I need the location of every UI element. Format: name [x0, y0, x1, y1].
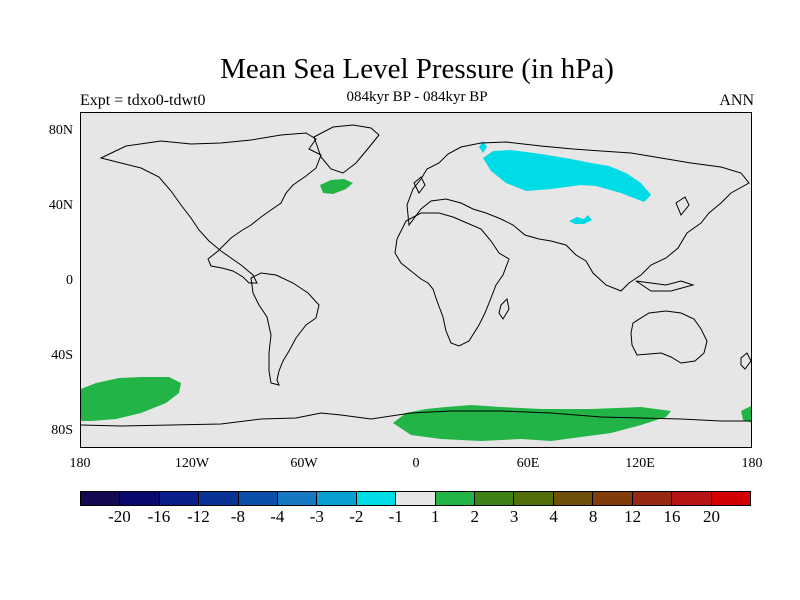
colorbar-label: -16 — [147, 507, 171, 526]
lon-label-180w: 180 — [69, 456, 91, 471]
south-pacific-positive-anomaly — [81, 377, 181, 421]
lon-label-60w: 60W — [290, 456, 318, 471]
colorbar-box — [396, 492, 436, 505]
colorbar-box — [81, 492, 121, 505]
colorbar-box — [711, 492, 750, 505]
map-title: Mean Sea Level Pressure (in hPa) — [220, 53, 614, 85]
japan-coastline — [675, 196, 690, 216]
map-subtitle: 084kyr BP - 084kyr BP — [346, 89, 488, 105]
lat-label-eq: 0 — [66, 273, 73, 288]
positive-anomaly-regions — [81, 179, 751, 441]
siberia-negative-anomaly — [483, 150, 651, 202]
madagascar-coastline — [498, 297, 510, 320]
colorbar-box — [159, 492, 200, 505]
colorbar-box — [435, 492, 476, 505]
colorbar-box — [593, 492, 633, 505]
map-panel — [80, 112, 752, 448]
greenland-coastline — [313, 124, 380, 174]
colorbar-label: 20 — [703, 507, 721, 526]
colorbar-label: -3 — [309, 507, 324, 526]
colorbar-box — [120, 492, 160, 505]
antarctic-indian-positive-anomaly — [393, 405, 671, 441]
tibet-negative-anomaly — [569, 215, 592, 224]
colorbar-label: -4 — [270, 507, 285, 526]
colorbar-label: -1 — [388, 507, 403, 526]
antarctic-pacific-positive-anomaly — [741, 406, 751, 423]
coastlines — [81, 124, 751, 427]
lat-label-80s: 80S — [51, 423, 73, 438]
season-label: ANN — [719, 92, 754, 109]
experiment-label: Expt = tdxo0-tdwt0 — [80, 92, 206, 109]
new-zealand-coastline — [740, 352, 751, 370]
colorbar-label: -8 — [230, 507, 245, 526]
lon-label-120w: 120W — [174, 456, 210, 471]
negative-anomaly-regions — [479, 141, 651, 224]
colorbar-label: -12 — [187, 507, 210, 526]
colorbar-box — [278, 492, 318, 505]
colorbar-box — [199, 492, 239, 505]
colorbar-label: 1 — [430, 507, 440, 526]
colorbar-box — [553, 492, 594, 505]
antarctica-coastline — [81, 410, 751, 427]
colorbar-label: 16 — [663, 507, 681, 526]
lat-label-40s: 40S — [51, 348, 73, 363]
lon-label-180e: 180 — [741, 456, 763, 471]
lon-label-60e: 60E — [516, 456, 540, 471]
colorbar-label: 4 — [549, 507, 558, 526]
colorbar-label: 12 — [624, 507, 642, 526]
south-america-coastline — [250, 272, 320, 386]
colorbar-label: 8 — [588, 507, 598, 526]
indonesia-coastline — [635, 280, 695, 292]
colorbar — [80, 491, 751, 506]
colorbar-box — [238, 492, 279, 505]
lat-label-40n: 40N — [48, 198, 73, 213]
uk-coastline — [413, 176, 426, 194]
north-america-coastline — [99, 132, 322, 284]
europe-coastline — [406, 141, 750, 292]
north-atlantic-positive-anomaly — [320, 179, 353, 194]
lat-label-80n: 80N — [48, 123, 73, 138]
lon-label-0: 0 — [412, 456, 420, 471]
lon-label-120e: 120E — [625, 456, 655, 471]
world-map-svg — [81, 124, 751, 441]
africa-coastline — [394, 212, 510, 347]
colorbar-label: 2 — [470, 507, 479, 526]
australia-coastline — [630, 310, 708, 364]
colorbar-box — [632, 492, 673, 505]
colorbar-box — [356, 492, 397, 505]
colorbar-box — [475, 492, 515, 505]
colorbar-label: -20 — [108, 507, 131, 526]
colorbar-box — [317, 492, 357, 505]
colorbar-label: -2 — [349, 507, 364, 526]
colorbar-box — [514, 492, 554, 505]
colorbar-label: 3 — [509, 507, 519, 526]
barents-negative-anomaly — [479, 141, 487, 153]
colorbar-box — [672, 492, 712, 505]
